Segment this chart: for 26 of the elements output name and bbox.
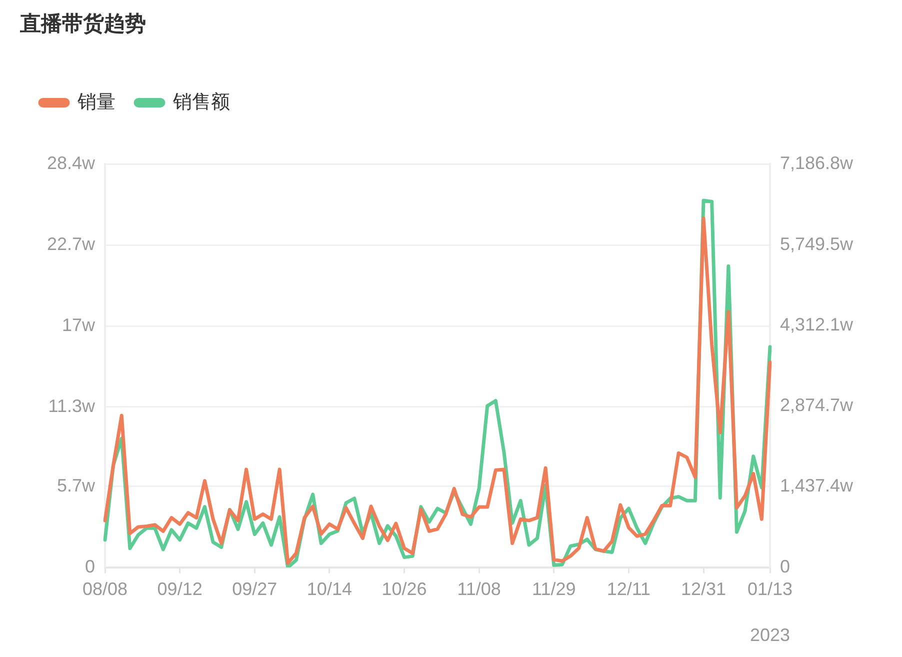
x-tick-label: 11/08 [457,579,501,600]
y-tick-label: 22.7w [46,234,96,254]
y-tick-label: 11.3w [48,396,96,416]
y2-tick-label: 0 [780,556,790,576]
x-tick-label: 10/14 [306,579,352,600]
x-tick-label: 11/29 [532,579,576,600]
legend-label: 销售额 [172,90,230,113]
y2-tick-label: 5,749.5w [780,234,854,254]
y2-tick-label: 7,186.8w [780,153,854,174]
x-tick-label: 01/13 [747,579,793,600]
x-tick-label: 10/26 [382,579,427,600]
x-tick-label: 08/08 [82,579,128,600]
x-tick-label: 09/27 [232,579,278,600]
y-tick-label: 28.4w [46,153,96,174]
x-tick-label: 12/11 [606,579,651,600]
y2-tick-label: 2,874.7w [780,395,854,416]
chart-title: 直播带货趋势 [19,12,146,36]
x-tick-label: 09/12 [157,579,202,600]
legend-label: 销量 [76,92,116,113]
y2-tick-label: 1,437.4w [780,476,854,496]
y-tick-label: 5.7w [56,475,96,496]
y-tick-label: 0 [84,556,95,576]
text: 2023 [750,624,790,645]
y2-tick-label: 4,312.1w [780,314,854,334]
y-tick-label: 17w [62,315,96,336]
x-tick-label: 12/31 [680,579,726,600]
